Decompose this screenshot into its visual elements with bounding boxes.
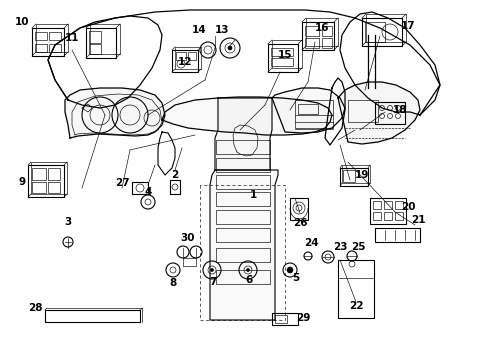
Text: 9: 9 — [19, 177, 25, 187]
Bar — [341, 165, 369, 183]
Bar — [172, 50, 198, 72]
Bar — [305, 26, 318, 36]
Bar — [289, 198, 307, 220]
Polygon shape — [215, 98, 271, 170]
Bar — [337, 260, 373, 318]
Bar — [28, 165, 64, 197]
Bar — [321, 38, 331, 48]
Bar — [374, 228, 419, 242]
Text: 3: 3 — [64, 217, 71, 227]
Bar — [364, 22, 384, 42]
Text: 14: 14 — [191, 25, 206, 35]
Polygon shape — [209, 170, 278, 320]
Bar — [372, 201, 380, 209]
Text: 19: 19 — [354, 170, 368, 180]
Text: 30: 30 — [181, 233, 195, 243]
Text: 18: 18 — [392, 105, 407, 115]
Bar — [90, 24, 120, 54]
Bar — [89, 31, 101, 43]
Bar — [32, 182, 46, 193]
Bar — [274, 315, 286, 323]
Text: 12: 12 — [177, 57, 192, 67]
Text: 17: 17 — [400, 21, 414, 31]
Text: 8: 8 — [169, 278, 176, 288]
Bar — [394, 212, 402, 220]
Polygon shape — [271, 88, 345, 133]
Text: 15: 15 — [277, 50, 292, 60]
Bar — [270, 58, 292, 66]
Polygon shape — [162, 97, 331, 135]
Circle shape — [210, 269, 213, 271]
Bar — [342, 170, 354, 182]
Circle shape — [227, 46, 231, 50]
Text: 13: 13 — [214, 25, 229, 35]
Text: 23: 23 — [332, 242, 346, 252]
Bar — [369, 198, 405, 224]
Bar — [372, 212, 380, 220]
Circle shape — [246, 269, 249, 271]
Text: 5: 5 — [292, 273, 299, 283]
Bar — [270, 48, 292, 56]
Bar — [36, 24, 68, 52]
Text: 7: 7 — [209, 277, 216, 287]
Bar — [176, 52, 185, 60]
Bar — [49, 32, 61, 40]
Bar — [31, 162, 67, 194]
Text: 21: 21 — [410, 215, 425, 225]
Text: 4: 4 — [144, 187, 151, 197]
Bar — [267, 44, 297, 72]
Bar — [175, 47, 201, 69]
Text: 28: 28 — [28, 303, 42, 313]
Bar — [32, 168, 46, 180]
Text: 1: 1 — [249, 190, 256, 200]
Bar — [383, 212, 391, 220]
Polygon shape — [65, 88, 164, 138]
Bar — [132, 182, 148, 194]
Text: 24: 24 — [303, 238, 318, 248]
Text: 11: 11 — [64, 33, 79, 43]
Text: 27: 27 — [115, 178, 129, 188]
Bar — [89, 44, 101, 54]
Text: 6: 6 — [245, 275, 252, 285]
Bar — [183, 258, 196, 266]
Bar — [35, 44, 47, 52]
Text: 26: 26 — [292, 218, 306, 228]
Bar — [86, 28, 116, 58]
Bar — [365, 14, 405, 42]
Text: 2: 2 — [171, 170, 178, 180]
Bar — [271, 40, 302, 68]
Bar — [32, 28, 64, 56]
Bar — [271, 313, 297, 325]
Bar — [45, 310, 140, 322]
Bar — [48, 182, 60, 193]
Text: 20: 20 — [400, 202, 414, 212]
Bar — [383, 201, 391, 209]
Bar — [361, 18, 401, 46]
Bar — [321, 26, 331, 36]
Text: 16: 16 — [314, 23, 328, 33]
Bar — [305, 18, 337, 46]
Text: 29: 29 — [295, 313, 309, 323]
Bar — [394, 201, 402, 209]
Bar — [48, 168, 60, 180]
Bar — [170, 180, 180, 194]
Text: 22: 22 — [348, 301, 363, 311]
Bar — [302, 22, 333, 50]
Bar — [35, 32, 47, 40]
Bar — [187, 52, 196, 60]
Text: 10: 10 — [15, 17, 29, 27]
Bar — [374, 102, 404, 124]
Bar — [305, 38, 318, 48]
Bar — [339, 168, 367, 186]
Polygon shape — [337, 82, 419, 144]
Bar — [49, 44, 61, 52]
Circle shape — [286, 267, 292, 273]
Text: 25: 25 — [350, 242, 365, 252]
